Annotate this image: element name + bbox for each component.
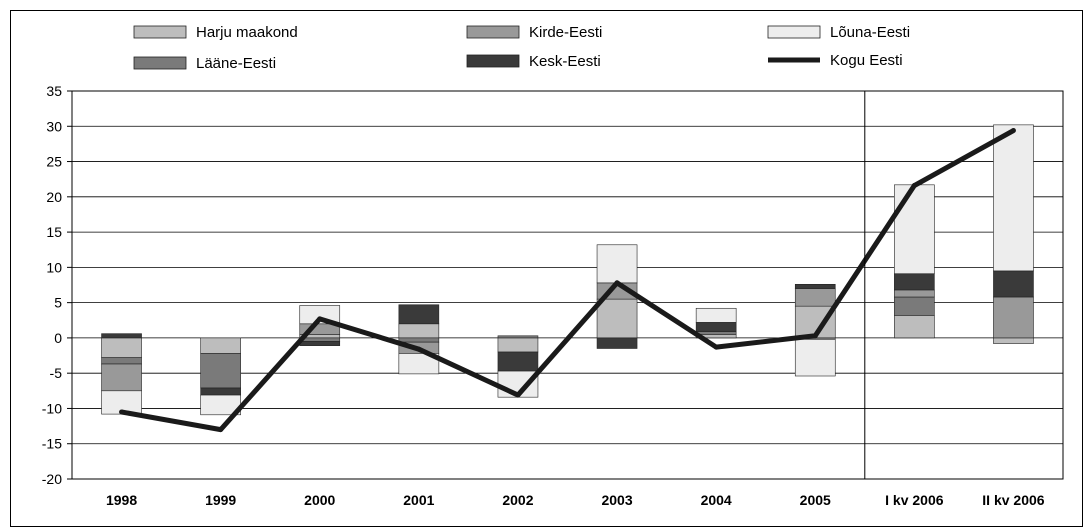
axes: 35 30 25 20 15 10 5 0 -5 -10 -15 -20 1998 1999 2000 200… bbox=[42, 83, 1064, 508]
x-tick-label: 2005 bbox=[800, 492, 831, 508]
bar-segment bbox=[398, 337, 440, 343]
bar-segment bbox=[894, 315, 935, 339]
y-tick-label: 25 bbox=[46, 154, 62, 170]
y-tick-label: -20 bbox=[42, 471, 62, 487]
bar-segment bbox=[894, 296, 935, 316]
x-tick-label: 2000 bbox=[304, 492, 335, 508]
x-tick-label: 2003 bbox=[601, 492, 632, 508]
bar-segment bbox=[894, 184, 935, 275]
bar-segment bbox=[695, 307, 737, 323]
bar-segment bbox=[993, 337, 1034, 344]
bar-segment bbox=[993, 270, 1034, 298]
plot-area-border bbox=[71, 90, 1064, 480]
bar-segment bbox=[200, 337, 241, 354]
legend-label: Kogu Eesti bbox=[830, 52, 903, 69]
x-tick-label: 1999 bbox=[205, 492, 236, 508]
bar-segment bbox=[200, 353, 241, 389]
legend-swatch bbox=[767, 25, 821, 39]
bar-segment bbox=[101, 357, 142, 365]
bar-segment bbox=[101, 363, 142, 392]
x-tick-label: 1998 bbox=[106, 492, 137, 508]
bar-segment bbox=[398, 304, 440, 325]
legend-swatch bbox=[133, 25, 187, 39]
legend-label: Harju maakond bbox=[196, 24, 298, 41]
x-tick-label: 2002 bbox=[502, 492, 533, 508]
bar-segment bbox=[299, 305, 341, 325]
y-tick-label: 0 bbox=[54, 330, 62, 346]
bar-segment bbox=[695, 322, 737, 332]
bar-segment bbox=[894, 273, 935, 291]
bar-segment bbox=[596, 337, 638, 349]
bar-segment bbox=[596, 244, 638, 284]
total-line bbox=[119, 128, 1016, 433]
bar-segment bbox=[101, 333, 142, 339]
bar-segment bbox=[794, 339, 836, 377]
legend-swatch bbox=[466, 54, 520, 68]
total-line-point bbox=[1010, 128, 1016, 134]
bar-segment bbox=[695, 331, 737, 335]
total-line-path bbox=[121, 128, 1015, 433]
y-tick-label: -10 bbox=[42, 400, 62, 416]
legend-label: Kesk-Eesti bbox=[529, 53, 601, 70]
y-tick-label: 35 bbox=[46, 83, 62, 99]
total-line-point bbox=[416, 346, 422, 352]
y-tick-label: 15 bbox=[46, 224, 62, 240]
total-line-point bbox=[515, 392, 521, 398]
legend: Harju maakond Kirde-Eesti Lõuna-Eesti Lääne… bbox=[133, 24, 910, 72]
legend-label: Lõuna-Eesti bbox=[830, 24, 910, 41]
total-line-point bbox=[119, 409, 125, 415]
legend-swatch bbox=[466, 25, 520, 39]
legend-swatch bbox=[133, 56, 187, 70]
bar-segment bbox=[497, 351, 539, 372]
total-line-point bbox=[812, 333, 818, 339]
bar-segment bbox=[894, 289, 935, 298]
bar-segment bbox=[497, 335, 539, 339]
total-line-point bbox=[911, 183, 917, 189]
x-tick-label: II kv 2006 bbox=[982, 492, 1044, 508]
y-tick-label: 30 bbox=[46, 118, 62, 134]
legend-label: Kirde-Eesti bbox=[529, 24, 602, 41]
bar-segment bbox=[497, 337, 539, 353]
bar-segment bbox=[794, 283, 836, 289]
y-tick-label: -15 bbox=[42, 436, 62, 452]
bar-segment bbox=[299, 337, 341, 342]
bar-segment bbox=[398, 353, 440, 375]
total-line-point bbox=[317, 316, 323, 322]
bar-segment bbox=[993, 124, 1034, 272]
y-tick-label: 5 bbox=[54, 295, 62, 311]
total-line-point bbox=[614, 280, 620, 286]
bar-segment bbox=[398, 323, 440, 339]
bar-segment bbox=[596, 298, 638, 339]
x-tick-label: I kv 2006 bbox=[885, 492, 944, 508]
y-tick-label: -5 bbox=[50, 365, 63, 381]
y-tick-label: 10 bbox=[46, 259, 62, 275]
bar-segment bbox=[101, 337, 142, 358]
bar-segment bbox=[993, 296, 1034, 339]
total-line-point bbox=[713, 344, 719, 350]
total-line-point bbox=[218, 427, 224, 433]
bar-segment bbox=[200, 387, 241, 396]
bars bbox=[101, 124, 1034, 416]
x-tick-label: 2004 bbox=[701, 492, 732, 508]
bar-segment bbox=[299, 341, 341, 346]
y-tick-label: 20 bbox=[46, 189, 62, 205]
x-tick-label: 2001 bbox=[403, 492, 434, 508]
bar-segment bbox=[794, 288, 836, 307]
legend-label: Lääne-Eesti bbox=[196, 55, 276, 72]
